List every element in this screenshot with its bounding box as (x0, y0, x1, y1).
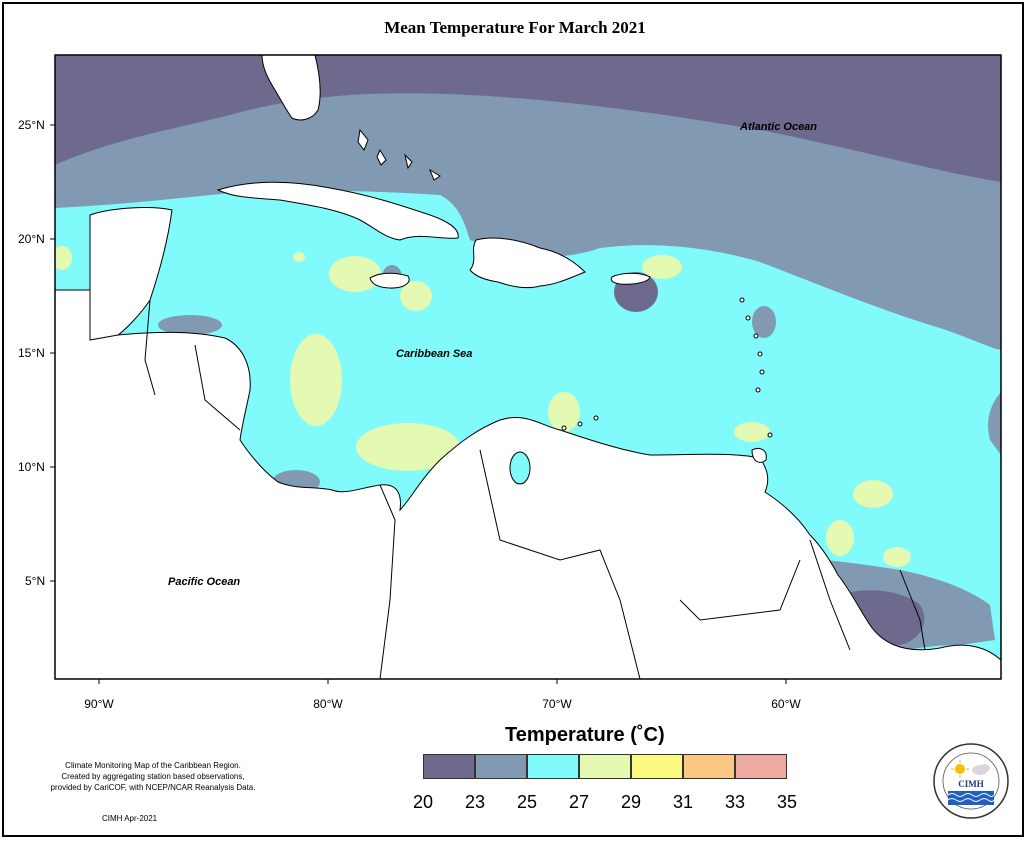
legend-swatch-29-31 (631, 754, 683, 779)
caribbean-sea-label: Caribbean Sea (396, 348, 472, 360)
antilles-island (745, 315, 751, 321)
temp-zone-27-29-k (293, 252, 305, 262)
legend-tick-label: 25 (516, 792, 538, 812)
legend-tick-label: 27 (568, 792, 590, 812)
legend-tick-label: 31 (672, 792, 694, 812)
bahamas-land (357, 128, 369, 152)
lat-tick-label: 25°N (18, 118, 45, 132)
florida-land (261, 55, 321, 121)
map-title: Mean Temperature For March 2021 (384, 18, 646, 37)
bahamas-land-4 (428, 168, 441, 181)
lon-tick-label: 60°W (771, 697, 801, 711)
legend-swatch-20-23 (423, 754, 475, 779)
bahamas-land-3 (404, 153, 413, 170)
country-borders (89, 290, 926, 679)
abc-island (577, 421, 583, 427)
puerto-rico-land (610, 272, 651, 285)
cloud-icon (972, 764, 990, 775)
lat-tick-label: 20°N (18, 232, 45, 246)
antilles-island (739, 297, 745, 303)
lon-tick-label: 70°W (542, 697, 572, 711)
land-masses (55, 55, 1001, 679)
map-frame (54, 54, 1002, 680)
abc-island (593, 415, 599, 421)
antilles-island (757, 351, 763, 357)
atlantic-ocean-label: Atlantic Ocean (739, 121, 817, 133)
pacific-ocean-label: Pacific Ocean (168, 576, 240, 588)
temp-zone-27-29-j (883, 547, 911, 567)
abc-island (561, 425, 567, 431)
temp-zone-27-29-b (356, 423, 460, 471)
temp-zone-27-29-e (548, 392, 580, 432)
temp-zone-27-29-a (290, 334, 342, 426)
antilles-island (767, 432, 773, 438)
legend-swatch-23-25 (475, 754, 527, 779)
temp-zone-27-29-d (400, 281, 432, 311)
temp-zone-27-29-h (853, 480, 893, 508)
credit-text: Climate Monitoring Map of the Caribbean … (22, 760, 284, 793)
lon-tick-label: 80°W (313, 697, 343, 711)
legend-tick-label: 23 (464, 792, 486, 812)
temp-zone-27-29-l (55, 246, 72, 270)
credit-line: Created by aggregating station based obs… (61, 772, 245, 781)
credit-line: provided by CariCOF, with NCEP/NCAR Rean… (50, 783, 256, 792)
lat-tick-label: 10°N (18, 460, 45, 474)
legend-swatch-25-27 (527, 754, 579, 779)
temp-zone-27-29-g (734, 422, 770, 442)
temp-zone-27-29-i (826, 520, 854, 556)
temp-zone-27-29-c (329, 256, 381, 292)
legend-tick-label: 29 (620, 792, 642, 812)
legend-swatch-27-29 (579, 754, 631, 779)
legend-tick-label: 33 (724, 792, 746, 812)
legend-swatch-31-33 (683, 754, 735, 779)
legend-tick-label: 35 (776, 792, 798, 812)
cimh-logo: CIMH (933, 743, 1009, 819)
lat-tick-label: 15°N (18, 346, 45, 360)
jamaica-land (369, 272, 410, 289)
antilles-island (755, 387, 761, 393)
temp-zone-27-29-f (642, 255, 682, 279)
antilles-island (753, 333, 759, 339)
legend-swatch-33-35 (735, 754, 787, 779)
lake-maracaibo (509, 451, 531, 485)
legend-title: Temperature (˚C) (505, 724, 665, 746)
temp-zone-23-25-honduras (158, 315, 222, 335)
mainland-land (55, 207, 1001, 679)
waves-icon (947, 791, 995, 805)
hispaniola-land (469, 237, 586, 289)
lat-tick-label: 5°N (25, 574, 46, 588)
temp-zone-23-25-lesser-antilles (752, 306, 776, 338)
axis-ticks (50, 124, 787, 684)
credit-line: Climate Monitoring Map of the Caribbean … (65, 761, 241, 770)
trinidad-land (751, 447, 767, 463)
legend-tick-label: 20 (412, 792, 434, 812)
logo-text: CIMH (958, 779, 984, 789)
bahamas-land-2 (376, 148, 387, 166)
cuba-land (216, 181, 459, 241)
credit-date: CIMH Apr-2021 (102, 814, 158, 823)
antilles-island (759, 369, 765, 375)
sun-icon (951, 760, 969, 778)
lon-tick-label: 90°W (84, 697, 114, 711)
